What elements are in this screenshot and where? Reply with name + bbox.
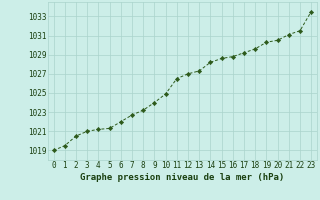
X-axis label: Graphe pression niveau de la mer (hPa): Graphe pression niveau de la mer (hPa) [80,173,284,182]
